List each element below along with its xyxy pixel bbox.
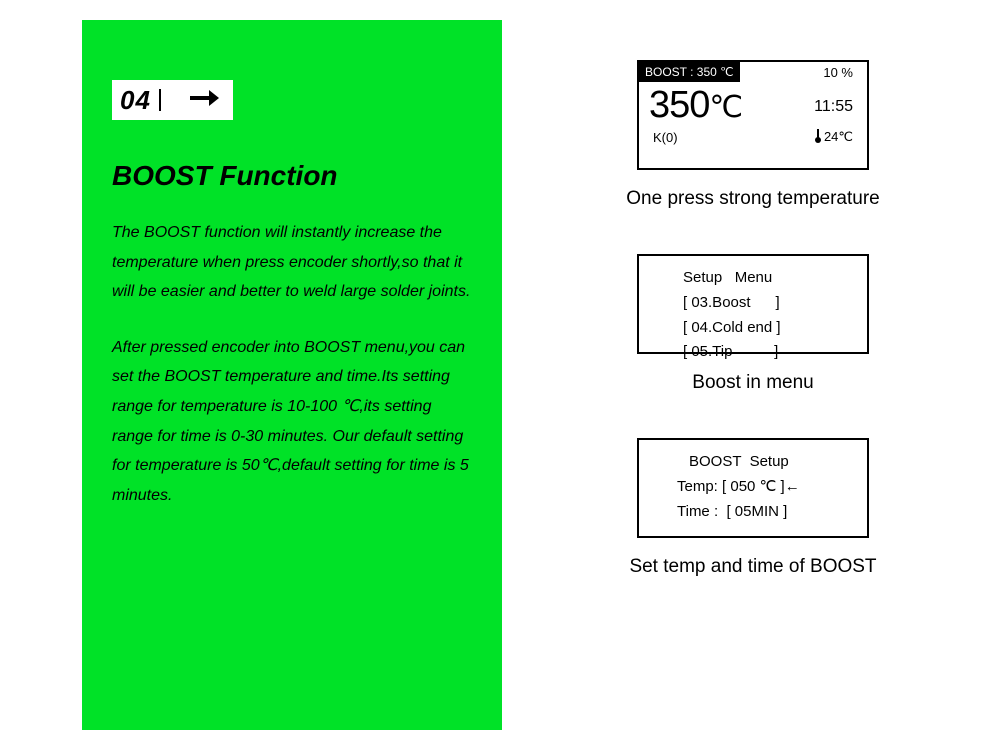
right-column: BOOST : 350 ℃ 10 % 350℃ 11:55 K(0) 24℃ O… [628,60,878,622]
lcd1-header-left: BOOST : 350 ℃ [639,62,740,82]
section-number: 04 [120,85,151,116]
lcd2-line3: [ 05.Tip ] [683,340,867,365]
lcd-boost-setup: BOOST Setup Temp: [ 050 ℃ ]← Time : [ 05… [637,438,869,538]
lcd3-line1: Temp: [ 050 ℃ ]← [677,475,867,500]
lcd1-header: BOOST : 350 ℃ 10 % [639,62,867,82]
panel-title: BOOST Function [112,160,474,192]
lcd1-main-row: 350℃ 11:55 [639,82,867,127]
lcd-boost-display: BOOST : 350 ℃ 10 % 350℃ 11:55 K(0) 24℃ [637,60,869,170]
lcd1-header-right: 10 % [823,65,867,80]
lcd1-temp-unit: ℃ [709,91,742,124]
lcd2-line1: [ 03.Boost ] [683,291,867,316]
lcd1-bottom-row: K(0) 24℃ [639,127,867,152]
lcd1-temp-value: 350 [649,84,709,126]
caption-1: One press strong temperature [598,188,908,210]
lcd2-title: Setup Menu [683,266,867,291]
lcd3-title: BOOST Setup [677,450,867,475]
lcd1-ambient-value: 24℃ [824,129,853,144]
lcd1-time: 11:55 [814,98,853,116]
thermometer-icon [814,129,822,146]
panel-paragraph-2: After pressed encoder into BOOST menu,yo… [112,333,474,511]
lcd3-line2: Time : [ 05MIN ] [677,500,867,525]
lcd1-bottom-left: K(0) [653,130,678,145]
lcd2-line2: [ 04.Cold end ] [683,316,867,341]
arrow-right-icon [189,89,219,112]
caption-2: Boost in menu [628,372,878,394]
lcd1-main-temp: 350℃ [649,84,742,127]
section-divider [159,89,161,111]
section-tag: 04 [112,80,233,120]
caption-3: Set temp and time of BOOST [598,556,908,578]
lcd-setup-menu: Setup Menu [ 03.Boost ] [ 04.Cold end ] … [637,254,869,354]
boost-left-panel: 04 BOOST Function The BOOST function wil… [82,20,502,730]
lcd1-ambient: 24℃ [814,129,853,146]
panel-paragraph-1: The BOOST function will instantly increa… [112,218,474,307]
